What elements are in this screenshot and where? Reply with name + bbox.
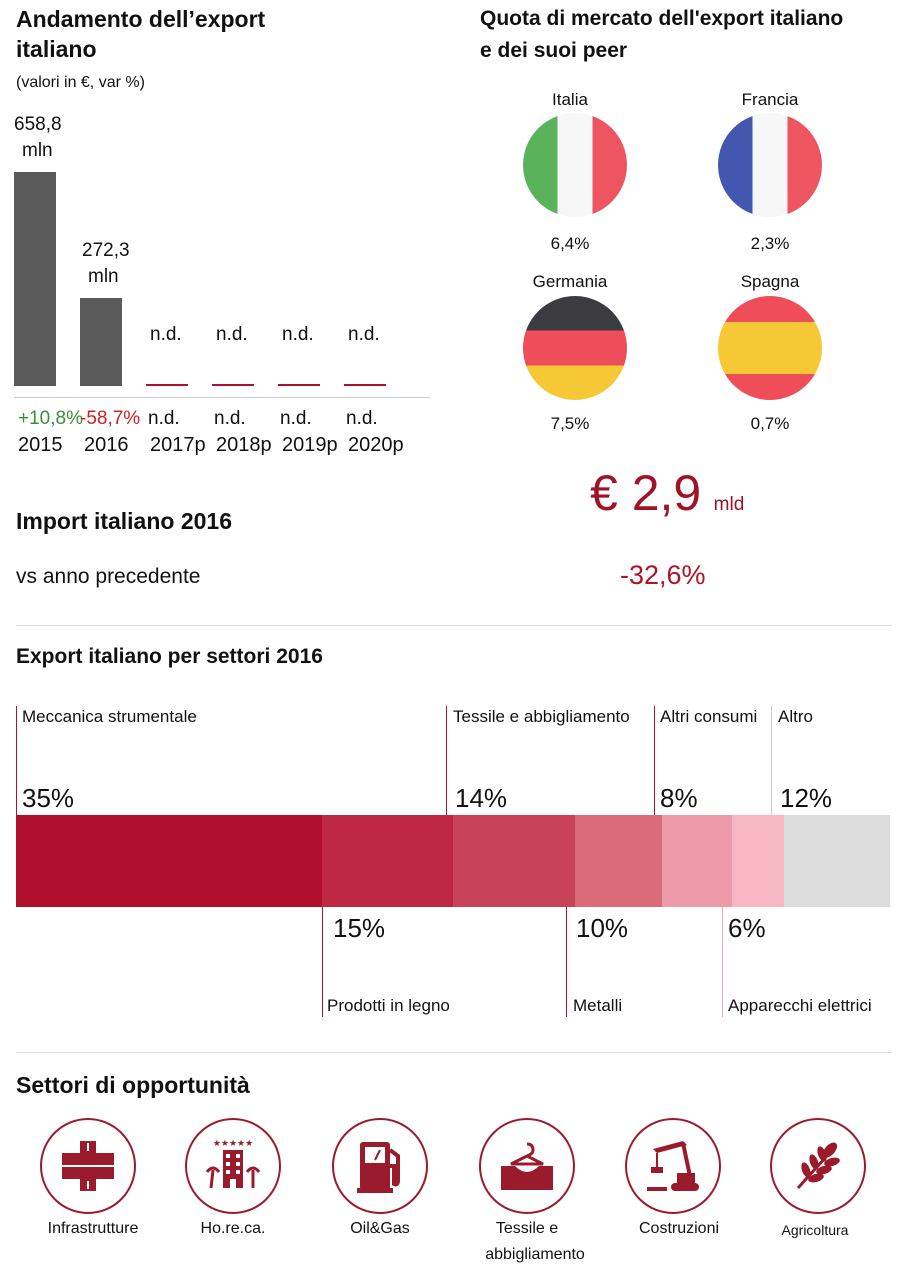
textile-icon <box>479 1118 575 1214</box>
country-name-spagna: Spagna <box>740 272 800 291</box>
export-trend-chart: 658,8 mln +10,8% 2015 272,3 mln -58,7% 2016 n.d.… <box>0 100 440 470</box>
bar-change-2017p: n.d. <box>148 408 180 429</box>
bar-2015 <box>14 172 56 386</box>
bar-nd-line-2020p <box>344 384 386 386</box>
export-trend-baseline <box>14 397 430 398</box>
sector-line-meccanica <box>16 706 17 816</box>
sector-pct-altri-consumi: 8% <box>660 783 698 813</box>
opportunity-label-agricoltura: Agricoltura <box>781 1222 849 1238</box>
sector-line-metalli <box>566 907 567 1017</box>
sectors-title: Export italiano per settori 2016 <box>16 645 323 668</box>
opportunity-label-tessile-2: abbigliamento <box>485 1246 585 1263</box>
italy-flag-icon <box>523 113 627 217</box>
sector-segment-6 <box>784 815 890 907</box>
bar-change-2020p: n.d. <box>346 408 378 429</box>
france-flag-icon <box>718 113 822 217</box>
wheat-icon <box>770 1118 866 1214</box>
sector-segment-2 <box>453 815 575 907</box>
bar-year-2015: 2015 <box>18 434 63 456</box>
bar-unit-2015: mln <box>22 140 53 161</box>
export-trend-title-1: Andamento dell’export <box>16 6 266 32</box>
import-vs-label: vs anno precedente <box>16 565 201 588</box>
opportunity-label-tessile-1: Tessile e <box>495 1220 559 1237</box>
sector-pct-metalli: 10% <box>576 913 629 943</box>
sector-name-altro: Altro <box>778 707 813 726</box>
export-trend-title-2: italiano <box>16 36 97 62</box>
import-title: Import italiano 2016 <box>16 508 233 534</box>
bar-year-2020p: 2020p <box>348 434 404 456</box>
road-icon <box>40 1118 136 1214</box>
sector-stacked-bar <box>16 815 890 907</box>
country-value-francia: 2,3% <box>750 234 790 253</box>
germany-flag-icon <box>523 296 627 400</box>
sector-name-tessile: Tessile e abbigliamento <box>453 707 630 726</box>
sector-pct-tessile: 14% <box>455 783 508 813</box>
sector-line-altro <box>771 706 772 816</box>
sector-line-legno <box>322 907 323 1017</box>
bar-value-2016: 272,3 <box>82 240 130 261</box>
hotel-icon: ★★★★★ <box>185 1118 281 1214</box>
bar-year-2017p: 2017p <box>150 434 206 456</box>
import-amount: € 2,9 <box>590 465 702 521</box>
opportunity-label-costruzioni: Costruzioni <box>638 1220 720 1237</box>
sector-pct-meccanica: 35% <box>22 783 75 813</box>
bar-change-2019p: n.d. <box>280 408 312 429</box>
market-share-title-2: e dei suoi peer <box>480 39 628 62</box>
sector-name-altri-consumi: Altri consumi <box>660 707 758 726</box>
country-name-italia: Italia <box>552 90 588 109</box>
bar-change-2015: +10,8% <box>18 408 83 429</box>
country-name-francia: Francia <box>741 90 799 109</box>
sector-segment-1 <box>322 815 453 907</box>
export-trend-subtitle: (valori in €, var %) <box>16 74 145 91</box>
bar-nd-label-2019p: n.d. <box>282 324 314 345</box>
bar-nd-label-2018p: n.d. <box>216 324 248 345</box>
bar-change-2018p: n.d. <box>214 408 246 429</box>
country-value-spagna: 0,7% <box>750 414 790 433</box>
country-name-germania: Germania <box>532 272 608 291</box>
sector-name-legno: Prodotti in legno <box>327 996 450 1015</box>
spain-flag-icon <box>718 296 822 400</box>
crane-icon <box>625 1118 721 1214</box>
sector-name-metalli: Metalli <box>573 996 623 1015</box>
bar-nd-label-2017p: n.d. <box>150 324 182 345</box>
bar-2016 <box>80 298 122 386</box>
market-share-title-1: Quota di mercato dell'export italiano <box>480 7 844 30</box>
opportunity-label-infrastrutture: Infrastrutture <box>47 1220 139 1237</box>
import-change: -32,6% <box>620 560 706 590</box>
country-value-italia: 6,4% <box>550 234 590 253</box>
svg-text:★★★★★: ★★★★★ <box>213 1139 253 1149</box>
bar-nd-line-2017p <box>146 384 188 386</box>
sector-pct-apparecchi: 6% <box>728 913 766 943</box>
fuel-pump-icon <box>332 1118 428 1214</box>
bar-unit-2016: mln <box>88 266 119 287</box>
sector-line-altri-consumi <box>654 706 655 816</box>
sector-name-meccanica: Meccanica strumentale <box>22 707 197 726</box>
import-amount-group: € 2,9 mld <box>590 464 744 522</box>
divider-2 <box>16 1052 892 1053</box>
bar-year-2019p: 2019p <box>282 434 338 456</box>
bar-nd-label-2020p: n.d. <box>348 324 380 345</box>
sector-line-apparecchi <box>722 907 723 1017</box>
sector-segment-5 <box>732 815 784 907</box>
bar-nd-line-2018p <box>212 384 254 386</box>
sector-segment-3 <box>575 815 662 907</box>
bar-value-2015: 658,8 <box>14 114 62 135</box>
bar-nd-line-2019p <box>278 384 320 386</box>
import-unit: mld <box>713 494 745 515</box>
bar-year-2016: 2016 <box>84 434 129 456</box>
divider-1 <box>16 625 892 626</box>
sector-pct-altro: 12% <box>780 783 833 813</box>
country-value-germania: 7,5% <box>550 414 590 433</box>
sector-segment-4 <box>662 815 732 907</box>
bar-change-2016: -58,7% <box>80 408 141 429</box>
sector-segment-0 <box>16 815 322 907</box>
sector-line-tessile <box>446 706 447 816</box>
sector-name-apparecchi: Apparecchi elettrici <box>728 996 872 1015</box>
opportunity-label-oil-gas: Oil&Gas <box>350 1220 410 1237</box>
sector-pct-legno: 15% <box>333 913 386 943</box>
opportunities-title: Settori di opportunità <box>16 1072 250 1098</box>
opportunity-label-horeca: Ho.re.ca. <box>200 1220 266 1237</box>
bar-year-2018p: 2018p <box>216 434 272 456</box>
